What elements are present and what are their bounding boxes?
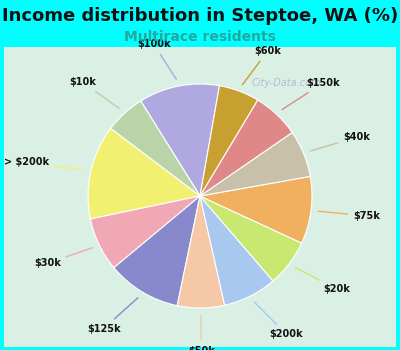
Wedge shape [200, 100, 292, 196]
Text: $30k: $30k [34, 248, 92, 268]
Wedge shape [88, 128, 200, 219]
Text: $75k: $75k [318, 211, 380, 221]
Wedge shape [114, 196, 200, 306]
Wedge shape [200, 86, 258, 196]
Text: $60k: $60k [242, 46, 281, 85]
Text: $20k: $20k [295, 267, 350, 294]
Text: $40k: $40k [310, 132, 370, 151]
Wedge shape [177, 196, 225, 308]
Wedge shape [200, 132, 310, 196]
Text: Multirace residents: Multirace residents [124, 30, 276, 44]
Wedge shape [90, 196, 200, 268]
Wedge shape [141, 84, 220, 196]
Wedge shape [111, 101, 200, 196]
Text: City-Data.com: City-Data.com [252, 78, 321, 88]
Text: $125k: $125k [87, 298, 138, 334]
Wedge shape [200, 176, 312, 243]
Text: $150k: $150k [282, 78, 340, 110]
Text: Income distribution in Steptoe, WA (%): Income distribution in Steptoe, WA (%) [2, 7, 398, 25]
Text: $10k: $10k [69, 77, 119, 108]
Text: $200k: $200k [254, 302, 303, 339]
Wedge shape [200, 196, 273, 305]
Text: $50k: $50k [188, 315, 215, 350]
Wedge shape [200, 196, 302, 281]
Text: > $200k: > $200k [4, 157, 84, 170]
Text: $100k: $100k [137, 39, 176, 79]
